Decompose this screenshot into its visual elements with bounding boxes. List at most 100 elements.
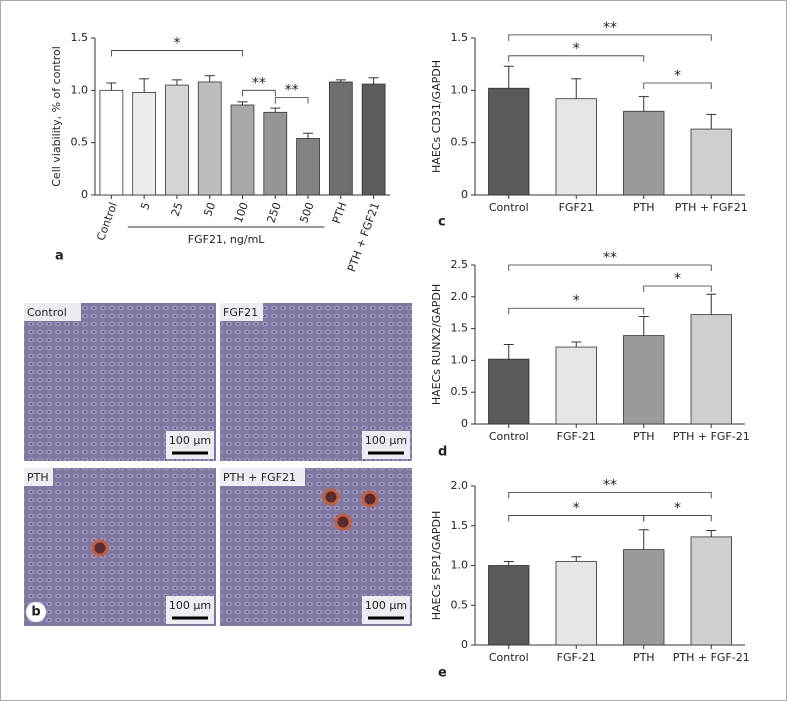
panel-letter: a: [55, 249, 64, 264]
significance-bracket: [508, 55, 645, 62]
significance-label: **: [603, 250, 617, 266]
calcified-nodule: [91, 539, 109, 557]
significance-label: **: [252, 75, 266, 91]
significance-label: *: [573, 500, 580, 516]
bar: [165, 84, 189, 196]
significance-bracket: [508, 491, 712, 499]
significance-label: *: [674, 500, 681, 516]
bar: [99, 89, 124, 196]
significance-bracket: [242, 89, 276, 97]
bar: [690, 128, 732, 196]
y-tick-label: 0: [81, 188, 88, 201]
y-tick-label: 2.5: [451, 258, 469, 271]
bar: [361, 83, 386, 196]
y-tick-label: 0.5: [451, 385, 469, 398]
calcified-nodule: [322, 488, 340, 506]
x-tick-label: PTH + FGF-21: [673, 430, 750, 443]
significance-bracket: [508, 34, 712, 41]
x-tick-label: 25: [169, 201, 186, 219]
bar: [623, 110, 665, 196]
y-tick-label: 0.5: [451, 598, 469, 611]
y-axis-label: HAECs CD31/GAPDH: [430, 60, 443, 173]
significance-label: *: [674, 68, 681, 84]
y-tick-label: 0.5: [71, 136, 89, 149]
x-tick-label: PTH + FGF-21: [673, 651, 750, 664]
x-axis-label: FGF21, ng/mL: [188, 233, 266, 246]
y-tick-label: 1.0: [451, 353, 469, 366]
bar: [623, 335, 665, 425]
significance-label: *: [573, 41, 580, 57]
x-tick-label: PTH: [633, 201, 655, 214]
significance-bracket: [110, 50, 243, 57]
significance-label: **: [285, 83, 299, 99]
y-tick-label: 0: [461, 638, 468, 651]
y-tick-label: 1.0: [71, 83, 89, 96]
scale-label: 100 µm: [169, 599, 211, 612]
image-label-bg: [220, 303, 263, 321]
y-tick-label: 1.0: [451, 83, 469, 96]
x-tick-label: Control: [489, 430, 529, 443]
bar: [555, 346, 597, 425]
significance-bracket: [274, 97, 309, 104]
x-tick-label: Control: [489, 651, 529, 664]
image-label-bg: [220, 468, 305, 486]
y-tick-label: 2.0: [451, 479, 469, 492]
image-label: PTH: [27, 471, 49, 484]
image-label: FGF21: [223, 306, 258, 319]
x-tick-label: PTH: [633, 651, 655, 664]
bar: [623, 549, 665, 646]
y-tick-label: 1.5: [71, 31, 89, 44]
bar: [197, 81, 222, 196]
bar: [488, 358, 530, 425]
y-axis-label: Cell viability, % of control: [50, 46, 63, 187]
image-label: PTH + FGF21: [223, 471, 296, 484]
y-tick-label: 0.5: [451, 136, 469, 149]
significance-bracket: [508, 264, 712, 271]
x-tick-label: PTH: [633, 430, 655, 443]
y-tick-label: 0: [461, 417, 468, 430]
x-tick-label: PTH + FGF21: [675, 201, 748, 214]
bar: [690, 536, 732, 646]
significance-label: **: [603, 477, 617, 493]
significance-bracket: [643, 515, 712, 522]
bar: [328, 81, 353, 196]
bar: [555, 561, 597, 646]
x-tick-label: FGF-21: [557, 651, 596, 664]
significance-bracket: [643, 285, 712, 292]
x-tick-label: FGF21: [559, 201, 594, 214]
x-tick-label: 5: [138, 201, 153, 212]
calcified-nodule: [334, 513, 352, 531]
panel-letter: d: [438, 445, 447, 460]
significance-bracket: [643, 82, 712, 90]
y-tick-label: 1.5: [451, 31, 469, 44]
scale-label: 100 µm: [365, 434, 407, 447]
image-label: Control: [27, 306, 67, 319]
y-tick-label: 1.5: [451, 322, 469, 335]
y-axis-label: HAECs FSP1/GAPDH: [430, 511, 443, 621]
significance-label: **: [603, 20, 617, 36]
bar: [690, 314, 732, 425]
bar: [296, 138, 320, 196]
significance-label: *: [573, 293, 580, 309]
bar: [488, 87, 530, 196]
significance-label: *: [674, 271, 681, 287]
x-tick-label: Control: [489, 201, 529, 214]
bar: [230, 104, 255, 196]
y-axis-label: HAECs RUNX2/GAPDH: [430, 284, 443, 405]
significance-bracket: [508, 307, 645, 315]
y-tick-label: 2.0: [451, 290, 469, 303]
panel-letter: b: [31, 605, 40, 620]
bar: [132, 92, 157, 196]
y-tick-label: 1.5: [451, 519, 469, 532]
bar: [263, 111, 288, 196]
image-label-bg: [24, 303, 81, 321]
y-tick-label: 0: [461, 188, 468, 201]
panel-letter-bg: [26, 602, 46, 622]
bar: [555, 98, 597, 196]
panel-letter: c: [438, 215, 446, 230]
panel-letter: e: [438, 666, 447, 681]
significance-label: *: [173, 36, 180, 52]
scale-label: 100 µm: [169, 434, 211, 447]
calcified-nodule: [361, 490, 379, 508]
